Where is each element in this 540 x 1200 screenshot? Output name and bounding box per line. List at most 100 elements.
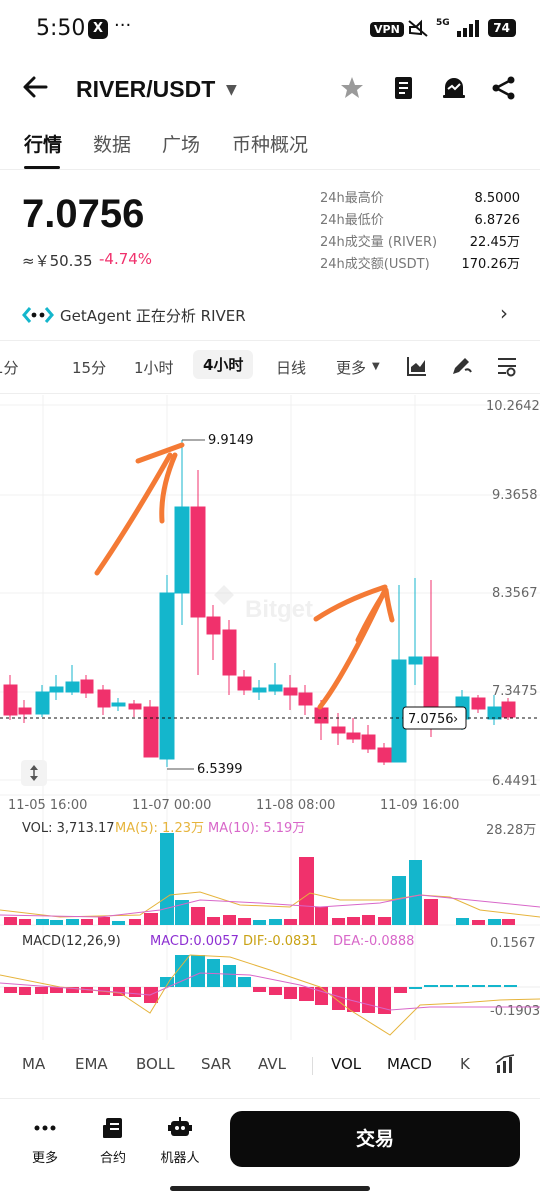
indicator-ma[interactable]: MA [22,1055,46,1073]
dea-value: DEA:-0.0888 [333,934,414,949]
price-tick: 10.2642 [486,399,540,414]
divider [0,340,540,341]
price-tick: 9.3658 [492,488,538,503]
chevron-right-icon[interactable]: › [500,301,508,325]
low-price-label: 6.5399 [197,762,243,777]
interval-1d[interactable]: 日线 [276,359,307,377]
share-icon[interactable] [490,74,520,104]
stat-label: 24h最高价 [320,191,384,206]
indicator-settings-icon[interactable] [494,1053,516,1079]
vol-ma5-line [0,891,540,918]
contract-icon [83,1115,143,1141]
expand-chart-button[interactable] [21,760,47,786]
dif-value: DIF:-0.0831 [243,934,318,949]
high-low-markers: 9.9149 6.5399 [167,433,254,777]
alert-icon[interactable] [440,74,470,104]
price-tick: 8.3567 [492,586,538,601]
network-type: 5G [436,18,450,28]
interval-more[interactable]: 更多 [336,359,367,377]
volume-legend: VOL: 3,713.17 MA(5): 1.23万 MA(10): 5.19万… [22,821,536,838]
indicator-k[interactable]: K [460,1055,470,1073]
contract-button[interactable]: 合约 [83,1115,143,1166]
indicator-boll[interactable]: BOLL [136,1055,175,1073]
divider [312,1057,313,1075]
volume-bars [4,833,515,925]
notebook-icon[interactable] [390,74,420,104]
indicator-macd[interactable]: MACD [387,1055,432,1073]
app-header: RIVER/USDT ▼ [0,60,540,120]
bottom-action-bar: 更多 合约 机器人 交易 [0,1098,540,1200]
trading-pair-title[interactable]: RIVER/USDT [76,76,216,102]
robot-icon [150,1115,210,1141]
more-notifications-icon: ··· [114,15,132,36]
last-price: 7.0756 [22,192,145,236]
macd-axis-bottom: -0.1903 [490,1004,540,1019]
stat-value: 170.26万 [461,257,521,272]
vpn-badge: VPN [370,22,404,37]
back-arrow-icon[interactable] [22,74,48,106]
indicator-vol[interactable]: VOL [331,1055,362,1073]
stat-value: 6.8726 [474,213,521,228]
time-tick: 11-08 08:00 [256,798,335,813]
stat-label: 24h成交额(USDT) [320,257,430,272]
candlestick-chart[interactable]: Bitget [0,395,540,1040]
indicator-bar: MA EMA BOLL SAR AVL VOL MACD K [0,1045,540,1085]
price-change-percent: -4.74% [99,250,153,268]
robot-button[interactable]: 机器人 [150,1115,210,1166]
time-tick: 11-07 00:00 [132,798,211,813]
vol-ma10-line [0,894,540,918]
vol-ma5: MA(5): 1.23万 [115,821,204,836]
interval-1h[interactable]: 1小时 [134,359,174,377]
star-icon[interactable] [338,74,368,104]
stat-row: 24h成交量 (RIVER) 22.45万 [320,232,520,254]
chevron-down-icon[interactable]: ▼ [226,82,237,98]
active-tab-indicator [24,166,60,169]
tab-market[interactable]: 行情 [24,134,63,156]
price-axis: 10.2642 9.3658 8.3567 7.3475 6.4491 [486,399,540,789]
more-dots-icon [15,1115,75,1141]
chart-type-icon[interactable] [406,355,428,381]
interval-15m[interactable]: 15分 [72,359,107,377]
dea-line [0,972,540,1011]
mute-icon [408,19,428,37]
getagent-banner[interactable]: GetAgent 正在分析 RIVER › [0,295,540,335]
top-tabs: 行情 数据 广场 币种概况 [0,124,540,170]
signal-icon [456,20,479,37]
indicator-avl[interactable]: AVL [258,1055,286,1073]
stat-label: 24h成交量 (RIVER) [320,235,438,250]
bitget-watermark: Bitget [214,585,313,623]
watermark-text: Bitget [245,596,313,623]
svg-text:›: › [453,712,458,727]
tab-data[interactable]: 数据 [93,134,132,156]
macd-legend: MACD(12,26,9) MACD:0.0057 DIF:-0.0831 DE… [22,934,540,1019]
interval-1m[interactable]: 1分 [0,359,19,377]
time-tick: 11-09 16:00 [380,798,459,813]
vol-axis-top: 28.28万 [486,823,536,838]
price-tick: 7.3475 [492,684,538,699]
annotation-arrows [94,442,395,710]
battery-icon: 74 [487,19,516,37]
chart-settings-icon[interactable] [496,355,518,381]
robot-label: 机器人 [160,1151,200,1166]
more-button[interactable]: 更多 [15,1115,75,1166]
tab-square[interactable]: 广场 [162,134,201,156]
stat-label: 24h最低价 [320,213,384,228]
stat-row: 24h最低价 6.8726 [320,210,520,232]
chevron-down-icon[interactable]: ▼ [372,361,380,372]
trade-button[interactable]: 交易 [230,1111,520,1167]
tab-coin-overview[interactable]: 币种概况 [232,134,309,156]
indicator-ema[interactable]: EMA [75,1055,108,1073]
interval-4h[interactable]: 4小时 [193,350,254,379]
cny-price: ≈￥50.35 [22,252,93,270]
home-indicator [170,1186,370,1191]
divider [0,393,540,394]
ticker-stats: 24h最高价 8.5000 24h最低价 6.8726 24h成交量 (RIVER)… [320,188,520,276]
draw-tool-icon[interactable] [450,355,474,381]
dif-line [0,954,540,1036]
macd-axis-top: 0.1567 [490,936,536,951]
stat-row: 24h成交额(USDT) 170.26万 [320,254,520,276]
stat-row: 24h最高价 8.5000 [320,188,520,210]
contract-label: 合约 [99,1151,126,1166]
last-price-tag[interactable]: 7.0756 › [402,706,467,730]
indicator-sar[interactable]: SAR [201,1055,232,1073]
